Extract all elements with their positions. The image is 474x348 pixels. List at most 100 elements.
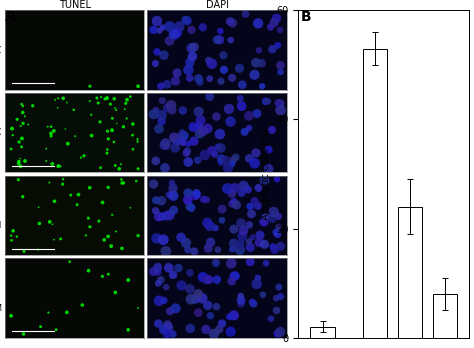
Point (7, 313, 15, 318)
Point (129, 121, 137, 127)
Point (85, 268, 92, 274)
Point (238, 190, 246, 196)
Point (127, 94, 134, 100)
Point (112, 229, 120, 234)
Point (184, 247, 191, 252)
Point (73, 202, 81, 207)
Point (230, 313, 238, 318)
Point (274, 231, 282, 237)
Point (63, 100, 71, 105)
Point (15, 139, 23, 145)
Point (225, 106, 233, 112)
Point (174, 265, 182, 271)
Point (236, 247, 244, 253)
Point (166, 24, 173, 29)
Point (271, 247, 278, 253)
Point (160, 327, 167, 333)
Point (178, 283, 185, 288)
Point (134, 166, 142, 172)
Point (179, 108, 187, 113)
Point (224, 186, 231, 191)
Point (273, 229, 280, 235)
Point (7, 233, 15, 238)
Point (168, 180, 176, 186)
Point (162, 284, 170, 290)
Point (164, 325, 172, 330)
Point (174, 137, 182, 143)
Point (261, 178, 268, 183)
Point (204, 220, 211, 226)
Point (275, 224, 283, 230)
Point (213, 114, 220, 119)
Point (17, 123, 25, 129)
Point (86, 185, 93, 191)
Point (103, 94, 111, 100)
Point (188, 45, 195, 51)
Point (229, 21, 237, 26)
Point (249, 235, 256, 240)
Point (260, 219, 268, 225)
Point (93, 95, 100, 101)
Point (100, 237, 108, 243)
Point (228, 246, 236, 252)
Point (172, 32, 179, 38)
Point (205, 277, 213, 282)
Point (155, 214, 163, 219)
Point (188, 205, 195, 211)
Point (162, 141, 169, 146)
Point (167, 103, 175, 108)
Point (213, 37, 221, 42)
Point (254, 275, 262, 281)
Point (66, 259, 73, 264)
Point (273, 176, 281, 182)
Point (168, 107, 176, 113)
Point (228, 161, 236, 167)
Point (104, 234, 112, 239)
Point (241, 129, 248, 135)
Bar (310, 327, 335, 338)
Point (187, 296, 195, 302)
Point (170, 31, 177, 37)
Point (172, 306, 180, 311)
Point (164, 105, 172, 111)
Point (218, 156, 225, 161)
Point (164, 322, 171, 327)
Point (80, 153, 88, 159)
Point (59, 181, 66, 187)
Point (188, 27, 195, 33)
Point (134, 305, 142, 311)
Point (182, 240, 190, 246)
Point (242, 11, 249, 17)
Point (237, 220, 245, 226)
Point (207, 313, 214, 318)
Point (228, 201, 236, 207)
Point (77, 155, 85, 160)
Point (13, 117, 21, 122)
Point (231, 185, 238, 190)
Point (20, 331, 27, 337)
Point (51, 97, 59, 103)
Point (216, 37, 223, 42)
Point (104, 185, 112, 190)
Point (21, 113, 28, 119)
Point (150, 111, 157, 117)
Point (219, 53, 227, 58)
Point (262, 214, 269, 220)
Point (158, 112, 165, 118)
Point (224, 165, 232, 171)
Point (204, 126, 211, 132)
Point (134, 139, 141, 144)
Point (43, 158, 50, 164)
Point (184, 67, 192, 73)
Point (180, 133, 188, 139)
Point (172, 30, 179, 36)
Point (18, 144, 25, 150)
Point (184, 197, 191, 203)
Point (183, 18, 191, 24)
Point (86, 84, 94, 89)
Point (194, 291, 202, 296)
Point (277, 69, 284, 75)
Point (54, 105, 62, 111)
Point (210, 331, 218, 337)
Point (178, 130, 186, 135)
